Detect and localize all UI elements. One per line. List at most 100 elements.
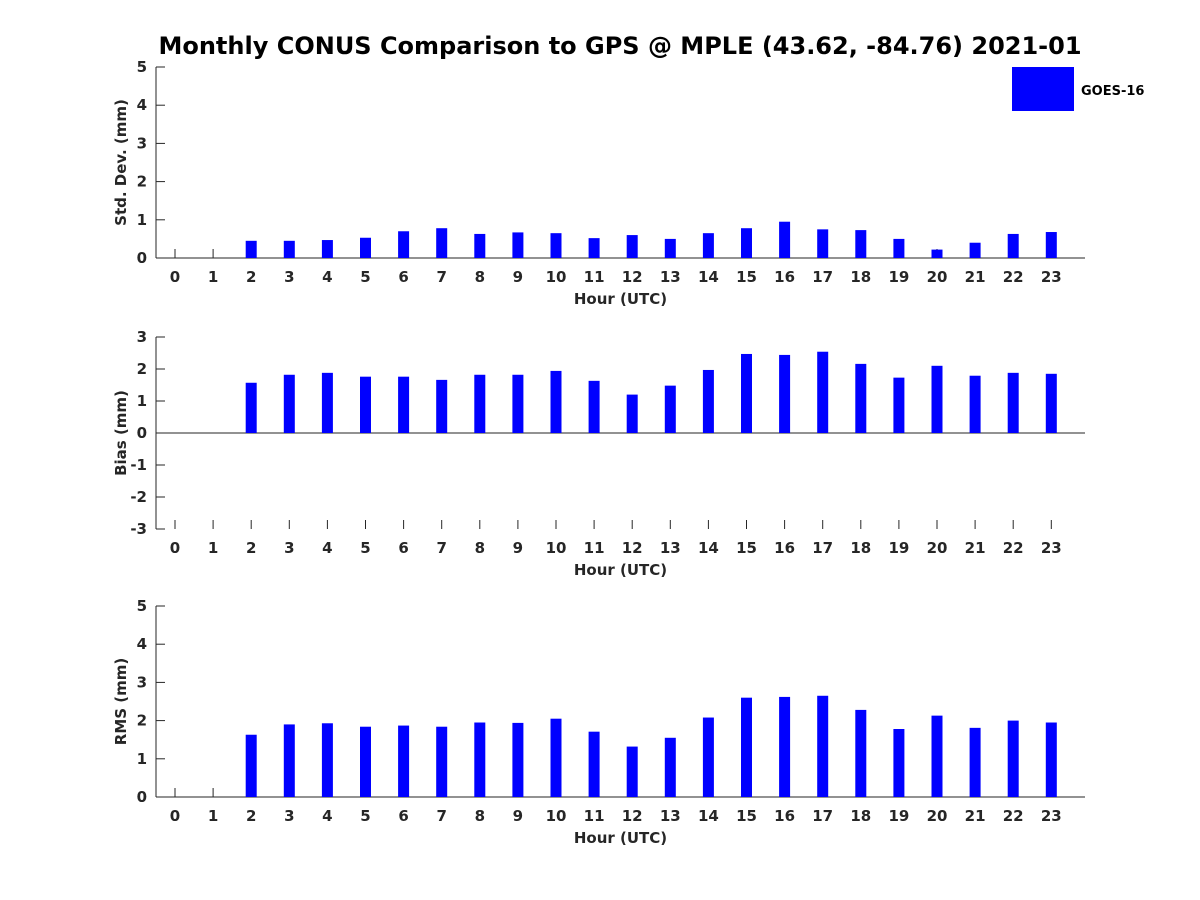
std-dev-bar <box>855 230 867 258</box>
bias-x-tick-label: 10 <box>546 539 567 557</box>
rms-bar <box>588 731 600 797</box>
bias-bar <box>512 374 524 433</box>
rms-y-tick-label: 3 <box>137 673 147 691</box>
rms-bar <box>436 726 448 797</box>
bias-bar <box>1045 373 1057 433</box>
std-dev-y-tick-label: 3 <box>137 134 147 152</box>
bias-x-tick-label: 5 <box>360 539 370 557</box>
std-dev-bar <box>626 235 638 258</box>
std-dev-x-tick-label: 14 <box>698 268 719 286</box>
legend-label: GOES-16 <box>1081 84 1144 99</box>
std-dev-bar <box>398 231 410 258</box>
std-dev-x-tick-label: 13 <box>660 268 681 286</box>
rms-x-tick-label: 11 <box>584 807 605 825</box>
bias-x-tick-label: 2 <box>246 539 256 557</box>
bias-x-tick-label: 23 <box>1041 539 1062 557</box>
bias-y-tick-label: 3 <box>137 328 147 346</box>
rms-x-tick-label: 8 <box>475 807 485 825</box>
std-dev-x-tick-label: 5 <box>360 268 370 286</box>
bias-y-tick-label: 1 <box>137 392 147 410</box>
rms-bar <box>626 746 638 797</box>
bias-y-tick-label: -1 <box>130 456 147 474</box>
bias-x-tick-label: 11 <box>584 539 605 557</box>
bias-x-tick-label: 20 <box>927 539 948 557</box>
rms-x-tick-label: 2 <box>246 807 256 825</box>
std-dev-bar <box>1045 232 1057 258</box>
bias-bar <box>855 363 867 433</box>
rms-x-tick-label: 20 <box>927 807 948 825</box>
bias-x-tick-label: 9 <box>513 539 523 557</box>
rms-bar <box>817 695 829 797</box>
std-dev-bar <box>360 237 371 258</box>
std-dev-bar <box>474 233 486 258</box>
std-dev-y-tick-label: 2 <box>137 173 147 191</box>
bias-x-tick-label: 13 <box>660 539 681 557</box>
rms-x-tick-label: 7 <box>436 807 446 825</box>
std-dev-x-tick-label: 21 <box>965 268 986 286</box>
rms-x-tick-label: 22 <box>1003 807 1024 825</box>
std-dev-x-tick-label: 12 <box>622 268 643 286</box>
bias-bar <box>702 369 714 433</box>
rms-x-tick-label: 10 <box>546 807 567 825</box>
rms-bar <box>664 737 676 797</box>
std-dev-bar <box>1007 233 1019 258</box>
bias-x-tick-label: 1 <box>208 539 218 557</box>
std-dev-y-axis-label: Std. Dev. (mm) <box>112 99 130 226</box>
bias-bar <box>893 377 905 433</box>
bias-y-tick-label: -3 <box>130 520 147 538</box>
bias-x-tick-label: 7 <box>436 539 446 557</box>
rms-x-tick-label: 19 <box>888 807 909 825</box>
rms-bar <box>931 715 943 797</box>
std-dev-bar <box>779 221 791 258</box>
std-dev-x-axis-label: Hour (UTC) <box>574 290 667 308</box>
bias-x-axis-label: Hour (UTC) <box>574 561 667 579</box>
bias-y-tick-label: -2 <box>130 488 147 506</box>
std-dev-x-tick-label: 7 <box>436 268 446 286</box>
rms-y-tick-label: 2 <box>137 712 147 730</box>
bias-x-tick-label: 12 <box>622 539 643 557</box>
std-dev-x-tick-label: 17 <box>812 268 833 286</box>
bias-bar <box>969 375 981 433</box>
std-dev-x-tick-label: 3 <box>284 268 294 286</box>
rms-bar <box>550 718 562 797</box>
std-dev-x-tick-label: 15 <box>736 268 757 286</box>
std-dev-x-tick-label: 23 <box>1041 268 1062 286</box>
rms-bar <box>1007 720 1019 797</box>
rms-bar <box>512 722 524 797</box>
rms-bar <box>855 709 867 797</box>
bias-x-tick-label: 17 <box>812 539 833 557</box>
bias-bar <box>550 370 562 433</box>
bias-bar <box>283 374 295 433</box>
std-dev-bar <box>817 229 829 258</box>
legend-swatch <box>1012 67 1074 111</box>
bias-y-tick-label: 0 <box>137 424 147 442</box>
rms-y-tick-label: 4 <box>137 635 147 653</box>
bias-bar <box>398 376 410 433</box>
bias-bar <box>245 382 257 433</box>
std-dev-bar <box>436 228 448 258</box>
rms-x-tick-label: 3 <box>284 807 294 825</box>
rms-bar <box>702 717 714 797</box>
rms-bar <box>779 696 791 797</box>
bias-y-axis-label: Bias (mm) <box>112 390 130 476</box>
rms-y-tick-label: 0 <box>137 788 147 806</box>
bias-x-tick-label: 18 <box>850 539 871 557</box>
std-dev-x-tick-label: 2 <box>246 268 256 286</box>
rms-bar <box>398 725 410 797</box>
std-dev-y-tick-label: 5 <box>137 58 147 76</box>
std-dev-bar <box>245 240 257 258</box>
rms-x-tick-label: 15 <box>736 807 757 825</box>
bias-x-tick-label: 22 <box>1003 539 1024 557</box>
rms-x-tick-label: 6 <box>398 807 408 825</box>
bias-bar <box>931 365 943 433</box>
rms-y-tick-label: 1 <box>137 750 147 768</box>
rms-y-axis-label: RMS (mm) <box>112 658 130 745</box>
rms-x-tick-label: 23 <box>1041 807 1062 825</box>
rms-bar <box>321 723 333 797</box>
bias-bar <box>588 380 600 433</box>
bias-bar <box>779 354 791 433</box>
